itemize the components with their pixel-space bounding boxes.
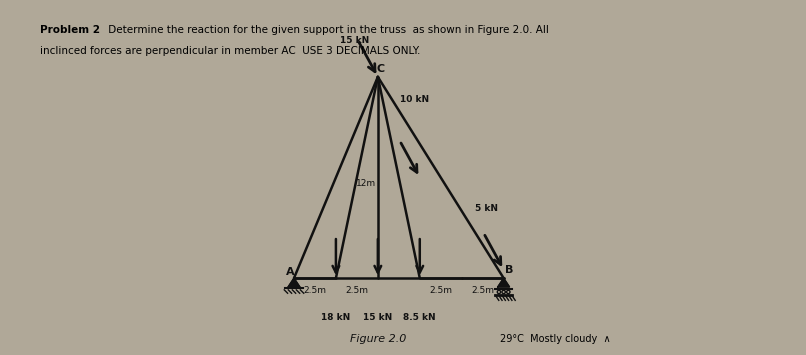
Text: 10 kN: 10 kN — [400, 95, 430, 104]
Text: 2.5m: 2.5m — [430, 286, 452, 295]
Text: 2.5m: 2.5m — [472, 286, 494, 295]
Text: 8.5 kN: 8.5 kN — [404, 313, 436, 322]
Text: 29°C  Mostly cloudy  ∧: 29°C Mostly cloudy ∧ — [500, 334, 617, 344]
Text: 5 kN: 5 kN — [476, 204, 498, 213]
Text: inclinced forces are perpendicular in member AC  USE 3 DECIMALS ONLY.: inclinced forces are perpendicular in me… — [40, 46, 421, 56]
Text: Figure 2.0: Figure 2.0 — [350, 334, 406, 344]
Text: B: B — [505, 265, 513, 275]
Text: 12m: 12m — [356, 179, 376, 188]
Text: Problem 2: Problem 2 — [40, 25, 100, 35]
Text: Determine the reaction for the given support in the truss  as shown in Figure 2.: Determine the reaction for the given sup… — [105, 25, 549, 35]
Text: 2.5m: 2.5m — [346, 286, 368, 295]
Text: C: C — [376, 64, 384, 74]
Polygon shape — [498, 278, 509, 287]
Text: 18 kN: 18 kN — [322, 313, 351, 322]
Text: 2.5m: 2.5m — [303, 286, 326, 295]
Text: 15 kN: 15 kN — [364, 313, 393, 322]
Text: A: A — [285, 267, 294, 277]
Text: 15 kN: 15 kN — [340, 36, 369, 45]
Polygon shape — [287, 278, 301, 288]
